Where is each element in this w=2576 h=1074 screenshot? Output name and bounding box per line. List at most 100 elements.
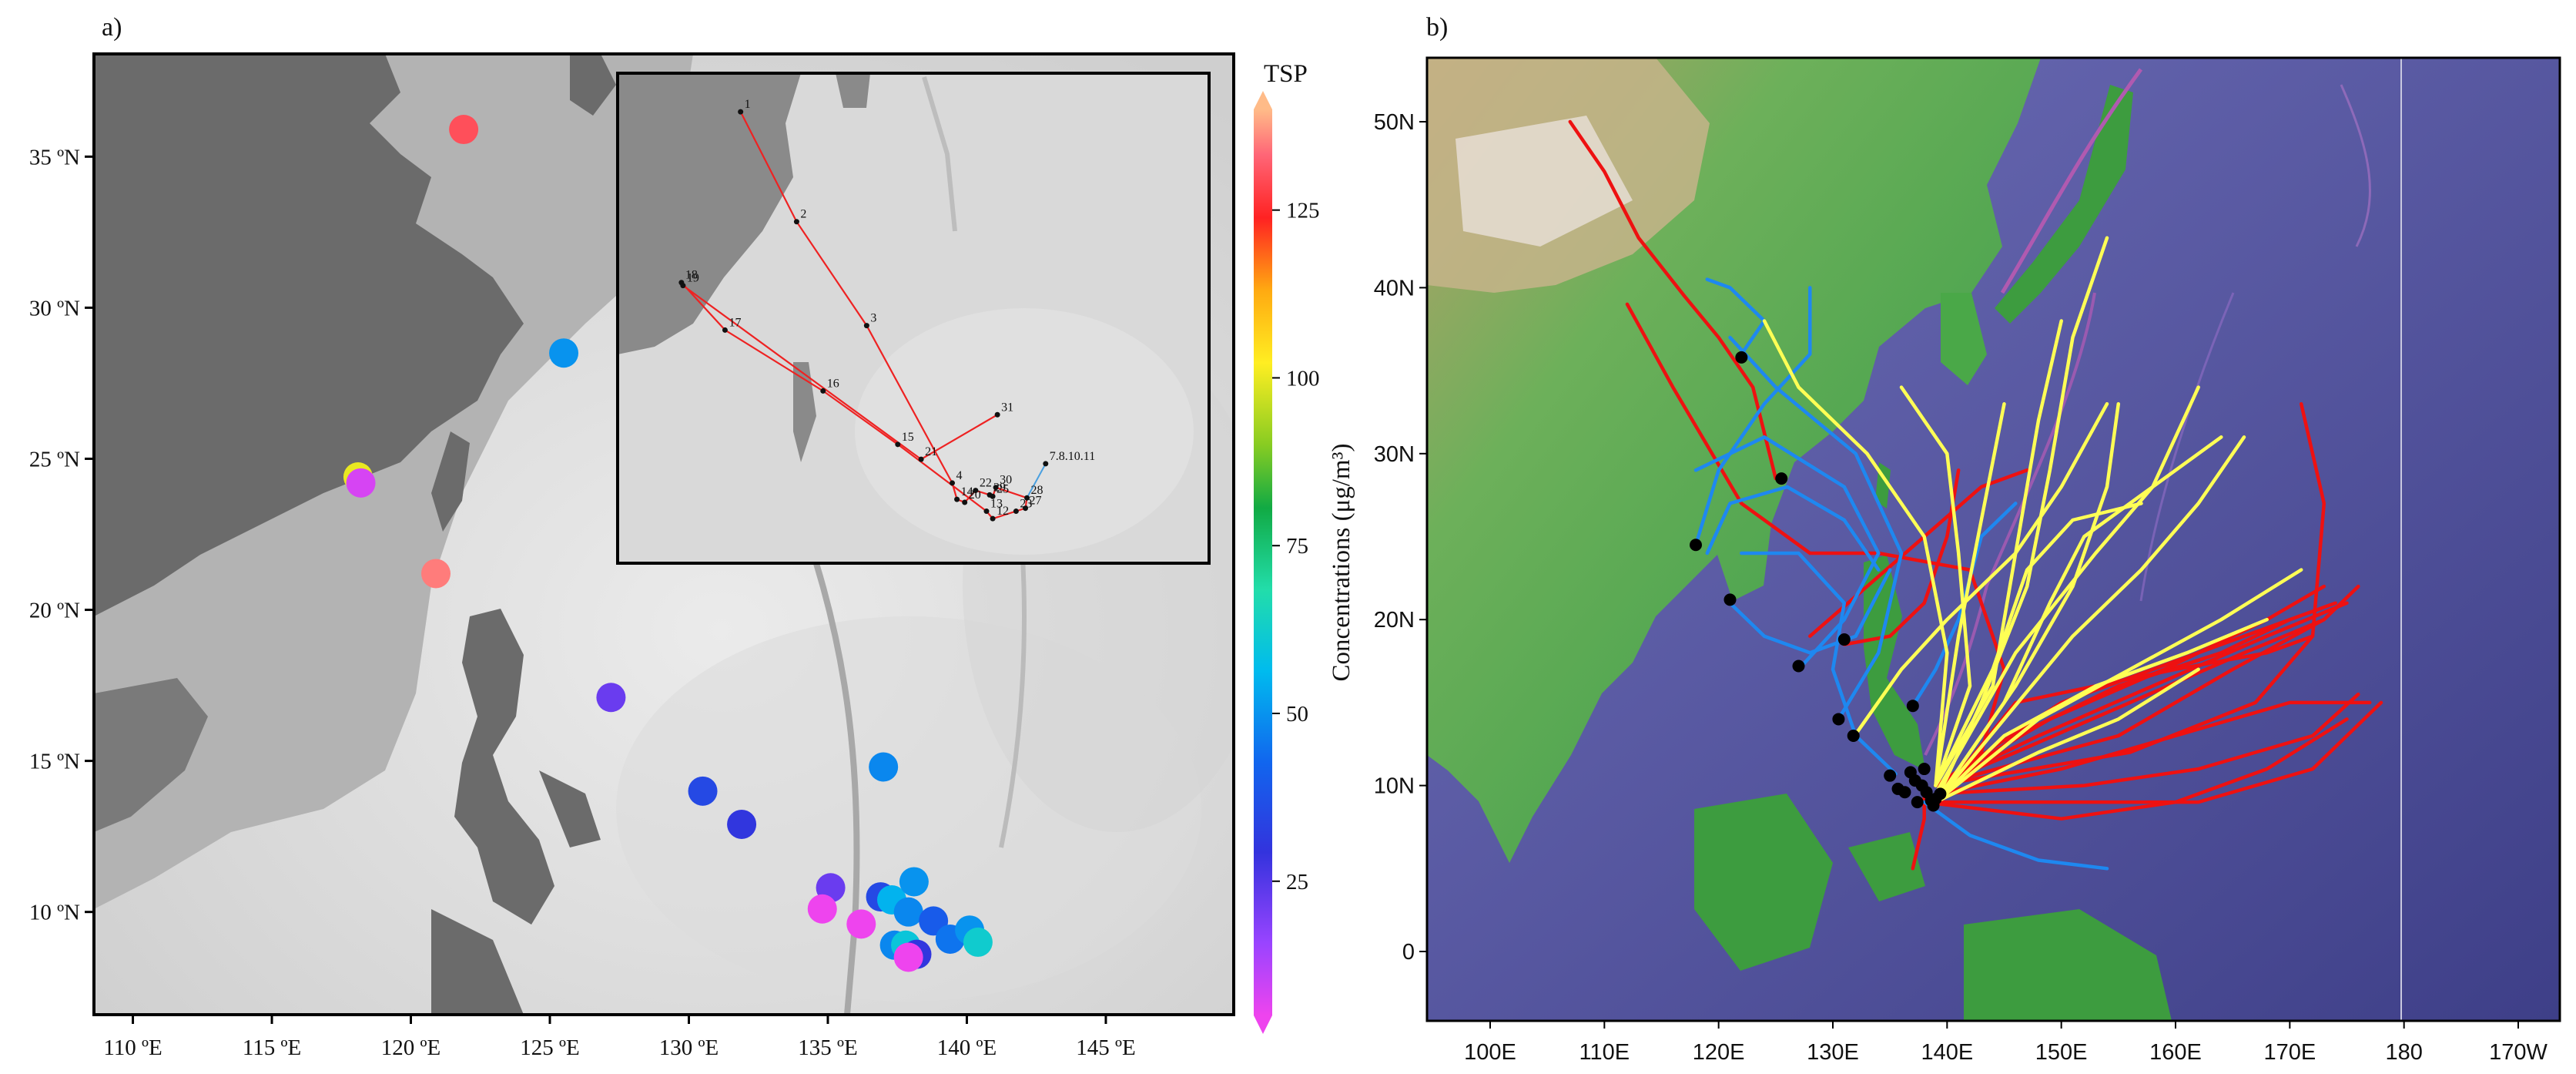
back-trajectory: [1899, 385, 1972, 787]
station-marker: [962, 499, 968, 505]
panel-b-label: b): [1426, 13, 1448, 42]
back-trajectory: [1934, 700, 2383, 804]
trajectories-blue: [1693, 277, 2109, 871]
y-tick-label: 0: [1402, 940, 1415, 965]
x-tick-label: 130E: [1807, 1040, 1859, 1065]
tsp-colorbar: TSP 125 100 75 50 25 Concentrations (μg/m³): [1254, 60, 1355, 1034]
colorbar-tick-label: 100: [1286, 366, 1320, 391]
trajectory-start-point: [1911, 796, 1924, 809]
station-label: 27: [1030, 495, 1042, 508]
tsp-sample-point: [346, 468, 376, 498]
trajectory-start-point: [1735, 351, 1748, 364]
station-label: 2: [800, 208, 806, 221]
panel-b-map: [1427, 58, 2560, 1021]
back-trajectory: [1934, 617, 2326, 787]
colorbar-tick-label: 125: [1286, 199, 1320, 223]
station-label: 28: [1031, 484, 1043, 497]
x-tick-label: 160E: [2149, 1040, 2202, 1065]
station-label: 7.8.10.11: [1050, 450, 1095, 463]
station-marker: [993, 485, 999, 491]
cruise-route-line: [680, 111, 1028, 520]
back-trajectory: [1934, 401, 2006, 787]
trajectory-start-point: [1934, 787, 1947, 800]
station-label: 31: [1001, 401, 1013, 414]
station-marker: [738, 109, 744, 115]
back-trajectory: [1934, 435, 2246, 804]
tsp-sample-point: [963, 927, 993, 957]
panel-a-frame: [92, 52, 1235, 1016]
back-trajectory: [1922, 800, 2109, 871]
back-trajectory: [1728, 568, 1892, 655]
japan-landmass: [1995, 85, 2133, 324]
station-label: 12: [997, 505, 1009, 518]
y-tick-label: 20 ºN: [29, 599, 80, 623]
back-trajectory: [1934, 502, 2143, 787]
trajectory-start-point: [1792, 660, 1805, 673]
y-tick-label: 15 ºN: [29, 750, 80, 774]
station-marker: [863, 323, 869, 329]
back-trajectory: [1705, 277, 1767, 356]
trajectory-start-point: [1723, 593, 1737, 606]
x-tick-label: 150E: [2035, 1040, 2088, 1065]
trajectory-start-point: [1906, 700, 1919, 713]
x-tick-label: 110 ºE: [103, 1035, 162, 1060]
back-trajectory: [1740, 551, 1898, 776]
station-label: 29: [993, 481, 1006, 494]
station-marker: [983, 508, 990, 515]
back-trajectory: [1934, 667, 2200, 804]
station-label: 23: [1020, 498, 1032, 511]
station-label: 3: [870, 312, 876, 325]
tsp-sample-point: [807, 894, 837, 924]
back-trajectory: [1568, 119, 1778, 481]
x-tick-label: 170E: [2263, 1040, 2316, 1065]
y-tick-label: 10 ºN: [29, 901, 80, 925]
station-marker: [1043, 461, 1049, 467]
station-marker: [820, 388, 826, 394]
back-trajectory: [1934, 401, 2326, 787]
station-marker: [990, 515, 996, 522]
back-trajectory: [1693, 286, 1812, 547]
trajectory-start-point: [1918, 763, 1931, 776]
tsp-sample-point: [596, 683, 626, 713]
x-tick-label: 125 ºE: [520, 1035, 579, 1060]
x-tick-label: 120E: [1693, 1040, 1745, 1065]
station-label: 15: [902, 431, 914, 444]
station-label: 4: [956, 469, 963, 482]
x-tick-label: 100E: [1464, 1040, 1516, 1065]
tsp-sample-point: [893, 897, 923, 927]
y-tick-label: 30 ºN: [29, 296, 80, 321]
taiwan-landmass: [431, 431, 470, 532]
back-trajectory: [1934, 601, 2337, 787]
x-tick-label: 140 ºE: [937, 1035, 997, 1060]
china-landmass: [94, 54, 524, 616]
station-label: 16: [827, 377, 839, 390]
y-tick-label: 20N: [1374, 608, 1415, 633]
station-label: 25: [997, 482, 1009, 495]
back-trajectory: [1911, 502, 2018, 708]
tsp-sample-point: [893, 942, 923, 972]
trajectory-start-point: [1847, 729, 1860, 742]
station-marker: [793, 219, 799, 225]
station-marker: [950, 480, 956, 486]
station-label: 21: [925, 445, 937, 458]
station-marker: [918, 456, 924, 462]
station-marker: [722, 327, 728, 333]
station-marker: [1013, 508, 1019, 515]
colorbar-tick-label: 50: [1286, 702, 1308, 727]
tsp-sample-points: [343, 115, 993, 972]
back-trajectory: [1934, 601, 2349, 787]
colorbar-label: Concentrations (μg/m³): [1328, 444, 1355, 682]
station-marker: [895, 441, 901, 448]
back-trajectory: [1922, 717, 2349, 821]
tsp-sample-point: [421, 559, 451, 589]
station-marker: [680, 283, 686, 289]
station-marker: [990, 493, 996, 499]
trajectory-start-point: [1775, 472, 1788, 485]
y-tick-label: 35 ºN: [29, 145, 80, 169]
x-tick-label: 120 ºE: [381, 1035, 440, 1060]
station-label: 14: [961, 485, 973, 498]
x-tick-label: 180: [2385, 1040, 2422, 1065]
station-label: 17: [729, 316, 741, 329]
